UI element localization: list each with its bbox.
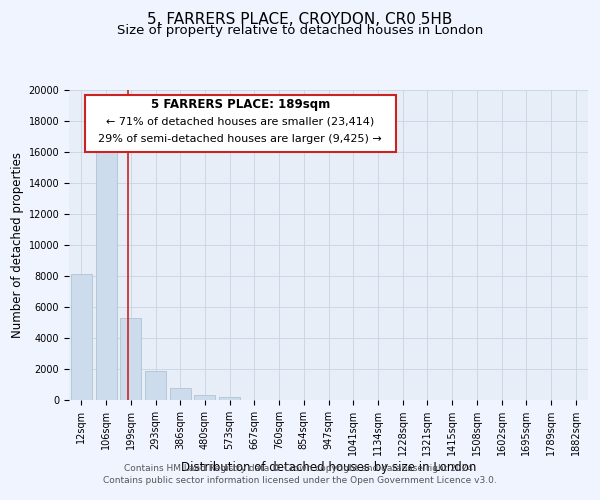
Bar [120,318,141,400]
Text: 5 FARRERS PLACE: 189sqm: 5 FARRERS PLACE: 189sqm [151,98,330,112]
Bar [145,372,166,400]
FancyBboxPatch shape [85,94,396,152]
X-axis label: Distribution of detached houses by size in London: Distribution of detached houses by size … [181,461,476,474]
Text: Size of property relative to detached houses in London: Size of property relative to detached ho… [117,24,483,37]
Bar [95,144,116,400]
Text: Contains public sector information licensed under the Open Government Licence v3: Contains public sector information licen… [103,476,497,485]
Text: ← 71% of detached houses are smaller (23,414): ← 71% of detached houses are smaller (23… [106,116,374,126]
Text: Contains HM Land Registry data © Crown copyright and database right 2024.: Contains HM Land Registry data © Crown c… [124,464,476,473]
Bar [194,396,215,400]
Bar [219,397,240,400]
Y-axis label: Number of detached properties: Number of detached properties [11,152,25,338]
Text: 29% of semi-detached houses are larger (9,425) →: 29% of semi-detached houses are larger (… [98,134,382,143]
Bar [71,274,92,400]
Bar [170,388,191,400]
Text: 5, FARRERS PLACE, CROYDON, CR0 5HB: 5, FARRERS PLACE, CROYDON, CR0 5HB [148,12,452,28]
